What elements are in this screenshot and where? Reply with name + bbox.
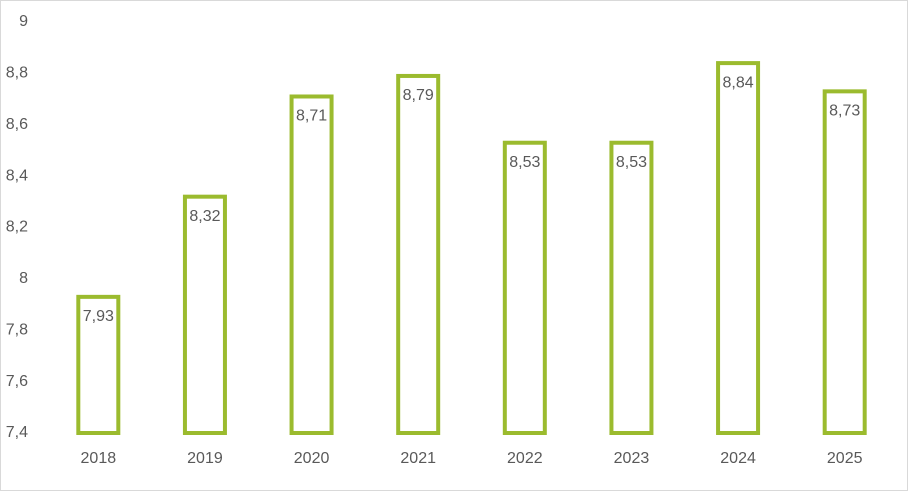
y-tick-label: 8,8 [6, 65, 28, 82]
bar [822, 89, 867, 435]
bar [502, 140, 547, 435]
bar [76, 294, 121, 436]
y-tick-label: 8,6 [6, 116, 28, 133]
value-label: 8,53 [509, 154, 540, 171]
value-label: 8,79 [403, 87, 434, 104]
bar [289, 94, 334, 436]
x-tick-label: 2024 [720, 450, 756, 467]
bar [716, 61, 761, 435]
x-tick-label: 2019 [187, 450, 223, 467]
y-tick-label: 8 [19, 270, 28, 287]
y-tick-label: 7,4 [6, 424, 28, 441]
y-tick-label: 7,8 [6, 321, 28, 338]
x-tick-label: 2018 [81, 450, 117, 467]
x-tick-label: 2023 [614, 450, 650, 467]
value-label: 8,32 [189, 208, 220, 225]
value-label: 8,53 [616, 154, 647, 171]
y-tick-label: 9 [19, 13, 28, 30]
x-tick-label: 2020 [294, 450, 330, 467]
x-tick-label: 2025 [827, 450, 863, 467]
x-tick-label: 2021 [400, 450, 436, 467]
x-tick-label: 2022 [507, 450, 543, 467]
bar [182, 194, 227, 435]
bar [396, 73, 441, 435]
value-label: 8,84 [722, 74, 753, 91]
value-label: 7,93 [83, 308, 114, 325]
y-tick-label: 7,6 [6, 373, 28, 390]
y-tick-label: 8,2 [6, 219, 28, 236]
bar [609, 140, 654, 435]
y-tick-label: 8,4 [6, 167, 28, 184]
value-label: 8,73 [829, 103, 860, 120]
value-label: 8,71 [296, 108, 327, 125]
